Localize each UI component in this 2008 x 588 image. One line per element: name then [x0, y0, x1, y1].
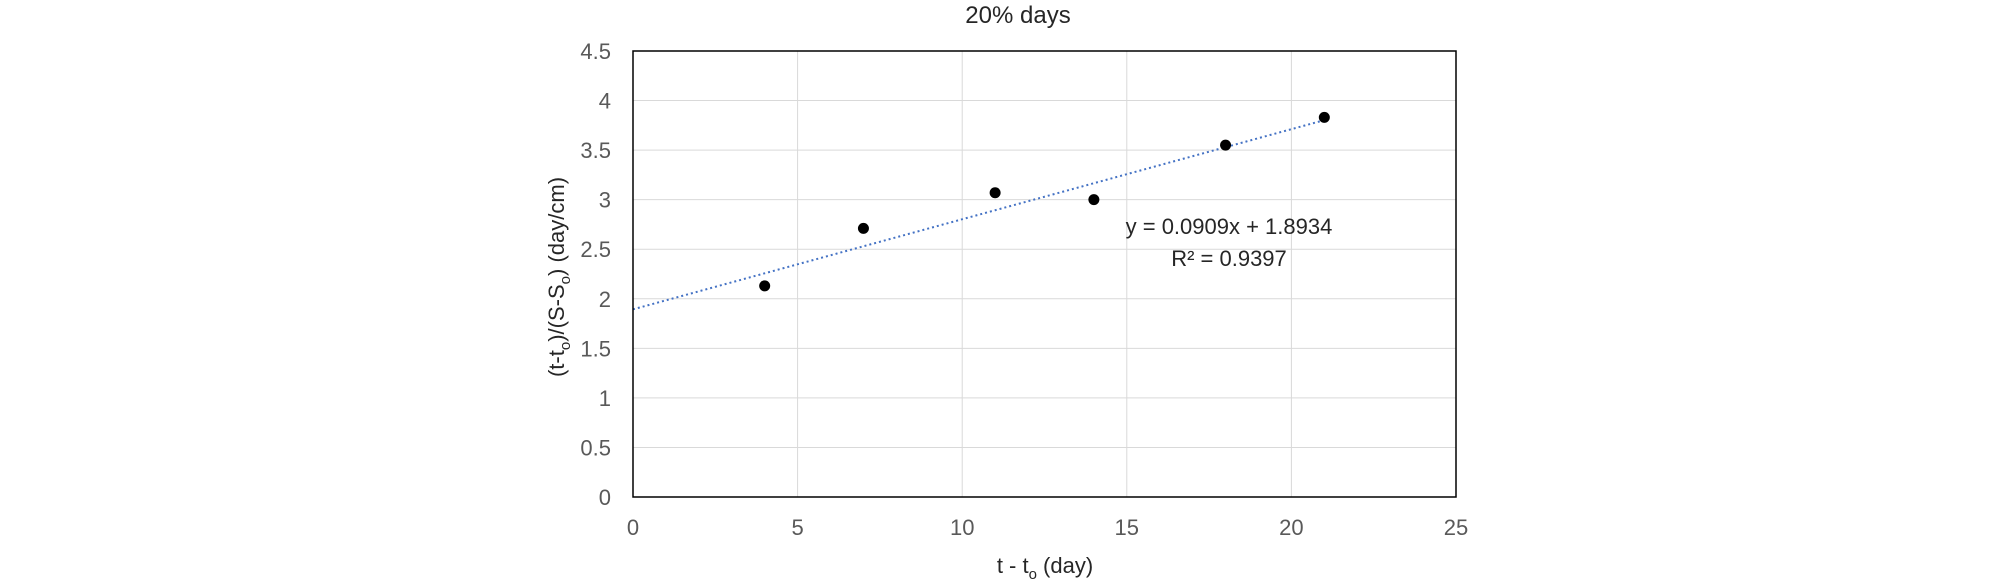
data-point	[1318, 111, 1330, 123]
x-axis-title: t - to (day)	[997, 553, 1093, 583]
y-axis-title-subscript2: o	[557, 276, 574, 284]
data-point	[759, 280, 771, 292]
y-tick-label: 4	[599, 89, 611, 114]
x-tick-label: 15	[1115, 515, 1139, 540]
y-tick-label: 0	[599, 485, 611, 510]
x-axis-title-tail: (day)	[1037, 553, 1093, 578]
y-tick-label: 3	[599, 188, 611, 213]
grid-lines	[632, 50, 1457, 498]
plot-area-border	[632, 50, 1457, 498]
y-axis-title-part2: )/(S-S	[544, 284, 569, 341]
y-tick-label: 3.5	[580, 138, 611, 163]
y-tick-label: 4.5	[580, 39, 611, 64]
x-tick-label: 5	[791, 515, 803, 540]
y-tick-label: 2	[599, 287, 611, 312]
data-point	[989, 187, 1001, 199]
x-axis-title-subscript: o	[1029, 566, 1037, 583]
data-point	[1088, 194, 1100, 206]
y-axis-title-subscript1: o	[557, 342, 574, 350]
x-tick-label: 10	[950, 515, 974, 540]
x-tick-label: 25	[1444, 515, 1468, 540]
x-tick-label: 20	[1279, 515, 1303, 540]
x-axis-title-main: t - t	[997, 553, 1029, 578]
x-tick-label: 0	[627, 515, 639, 540]
y-tick-label: 1	[599, 386, 611, 411]
data-points	[759, 111, 1330, 292]
chart-title: 20% days	[965, 2, 1070, 29]
y-axis-title: (t-to)/(S-So) (day/cm)	[544, 177, 574, 377]
y-axis-title-part3: ) (day/cm)	[544, 177, 569, 276]
data-point	[1220, 139, 1232, 151]
y-axis-title-part1: (t-t	[544, 350, 569, 377]
trendline-equation: y = 0.0909x + 1.8934	[1126, 214, 1333, 239]
data-point	[857, 222, 869, 234]
x-tick-labels: 0 5 10 15 20 25	[627, 515, 1468, 540]
y-tick-labels: 0 0.5 1 1.5 2 2.5 3 3.5 4 4.5	[580, 39, 611, 510]
y-tick-label: 1.5	[580, 336, 611, 361]
y-tick-label: 0.5	[580, 435, 611, 460]
y-tick-label: 2.5	[580, 237, 611, 262]
trendline-r-squared: R² = 0.9397	[1171, 246, 1287, 271]
